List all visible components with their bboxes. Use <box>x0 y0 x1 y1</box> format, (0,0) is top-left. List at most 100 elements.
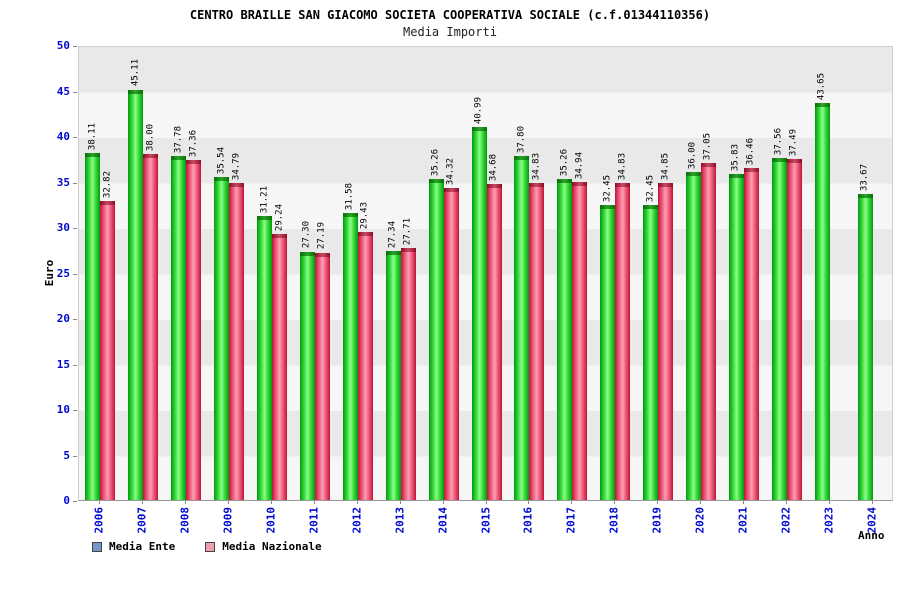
x-tick-mark <box>485 501 487 504</box>
bar-cap <box>100 201 116 206</box>
bar-media-nazionale-2007 <box>143 154 159 500</box>
bar-cap <box>214 176 230 181</box>
bar-media-ente-2015 <box>471 127 487 500</box>
bar-cap <box>229 183 245 188</box>
chart-subtitle: Media Importi <box>403 25 497 39</box>
y-tick-mark <box>73 410 77 411</box>
x-tick-mark <box>785 501 787 504</box>
chart-title: CENTRO BRAILLE SAN GIACOMO SOCIETA COOPE… <box>189 8 711 22</box>
bar-cap <box>786 158 802 163</box>
value-label: 38.11 <box>87 123 98 151</box>
x-tick-label-2013: 2013 <box>393 507 407 534</box>
x-tick-label-2018: 2018 <box>607 507 621 534</box>
x-tick-label-2010: 2010 <box>264 507 278 534</box>
bar-cap <box>357 232 373 237</box>
value-label: 32.45 <box>645 174 656 202</box>
x-tick-label-2020: 2020 <box>693 507 707 534</box>
value-label: 29.24 <box>274 203 285 231</box>
x-tick-label-2009: 2009 <box>221 507 235 534</box>
x-tick-mark <box>356 501 358 504</box>
bar-cap <box>428 179 444 184</box>
bar-media-nazionale-2014 <box>443 187 459 500</box>
x-tick-mark <box>742 501 744 504</box>
value-label: 36.46 <box>745 138 756 166</box>
bar-media-ente-2017 <box>557 179 573 500</box>
x-tick-label-2023: 2023 <box>822 507 836 534</box>
value-label: 34.83 <box>531 152 542 181</box>
bar-cap <box>514 156 530 161</box>
bar-media-ente-2013 <box>385 251 401 500</box>
y-tick-mark <box>73 501 77 502</box>
bar-cap <box>400 247 416 252</box>
value-label: 43.65 <box>816 72 827 100</box>
x-tick-label-2007: 2007 <box>135 507 149 534</box>
value-label: 33.67 <box>859 163 870 191</box>
y-tick-mark <box>73 228 77 229</box>
x-tick-mark <box>571 501 573 504</box>
x-tick-label-2016: 2016 <box>521 507 535 534</box>
y-tick-label: 35 <box>56 175 70 189</box>
x-tick-label-2006: 2006 <box>92 507 106 534</box>
bar-media-ente-2024 <box>857 193 873 500</box>
y-tick-mark <box>73 273 77 275</box>
value-label: 27.71 <box>402 217 413 245</box>
plot-area: 38.11 32.82 45.11 38.00 37.78 37.36 35.54 34.79… <box>78 46 893 501</box>
y-tick-mark <box>73 319 77 320</box>
bar-media-ente-2021 <box>728 173 744 500</box>
y-tick-mark <box>73 182 77 184</box>
bar-media-nazionale-2018 <box>615 183 631 500</box>
bar-cap <box>314 252 330 257</box>
bar-cap <box>643 204 659 209</box>
bar-media-ente-2008 <box>171 156 187 500</box>
bar-cap <box>342 212 358 217</box>
bar-cap <box>572 182 588 187</box>
y-tick-mark <box>73 364 77 366</box>
x-tick-label-2019: 2019 <box>650 507 664 534</box>
bar-media-nazionale-2011 <box>314 252 330 500</box>
bar-media-nazionale-2021 <box>743 168 759 500</box>
value-label: 35.83 <box>730 143 741 171</box>
bar-cap <box>743 168 759 173</box>
bar-cap <box>299 251 315 256</box>
bar-media-nazionale-2017 <box>572 182 588 500</box>
bar-cap <box>486 184 502 189</box>
value-label: 27.19 <box>316 222 327 250</box>
value-label: 37.80 <box>516 125 527 154</box>
bar-cap <box>728 173 744 178</box>
x-tick-mark <box>228 501 230 504</box>
y-tick-mark <box>73 91 77 93</box>
x-tick-mark <box>142 501 144 504</box>
bar-media-nazionale-2015 <box>486 184 502 500</box>
x-tick-label-2021: 2021 <box>736 507 750 534</box>
bar-media-ente-2007 <box>128 89 144 500</box>
y-tick-label: 15 <box>56 357 70 371</box>
value-label: 45.11 <box>130 59 141 87</box>
bar-cap <box>128 89 144 94</box>
bar-cap <box>143 154 159 159</box>
bar-cap <box>443 187 459 192</box>
x-tick-mark <box>614 501 616 504</box>
bar-cap <box>385 251 401 256</box>
value-label: 34.68 <box>488 154 499 182</box>
x-tick-mark <box>699 501 701 504</box>
value-label: 37.49 <box>788 128 799 156</box>
bar-media-nazionale-2010 <box>272 233 288 500</box>
y-tick-label: 40 <box>56 130 70 143</box>
legend-label-media-nazionale: Media Nazionale <box>222 540 322 553</box>
bar-cap <box>471 127 487 131</box>
y-tick-mark <box>73 455 77 457</box>
value-label: 29.43 <box>359 202 370 230</box>
bar-media-nazionale-2009 <box>229 183 245 500</box>
x-tick-mark <box>871 501 873 504</box>
x-tick-label-2017: 2017 <box>564 507 578 534</box>
bar-media-ente-2018 <box>600 204 616 500</box>
bar-cap <box>257 216 273 220</box>
bar-media-nazionale-2006 <box>100 201 116 500</box>
y-tick-label: 0 <box>63 494 70 507</box>
bar-media-nazionale-2012 <box>357 232 373 500</box>
y-tick-label: 10 <box>56 403 70 416</box>
x-tick-label-2012: 2012 <box>350 507 364 534</box>
x-axis-label: Anno <box>858 529 885 542</box>
legend: Media Ente Media Nazionale <box>92 540 352 553</box>
